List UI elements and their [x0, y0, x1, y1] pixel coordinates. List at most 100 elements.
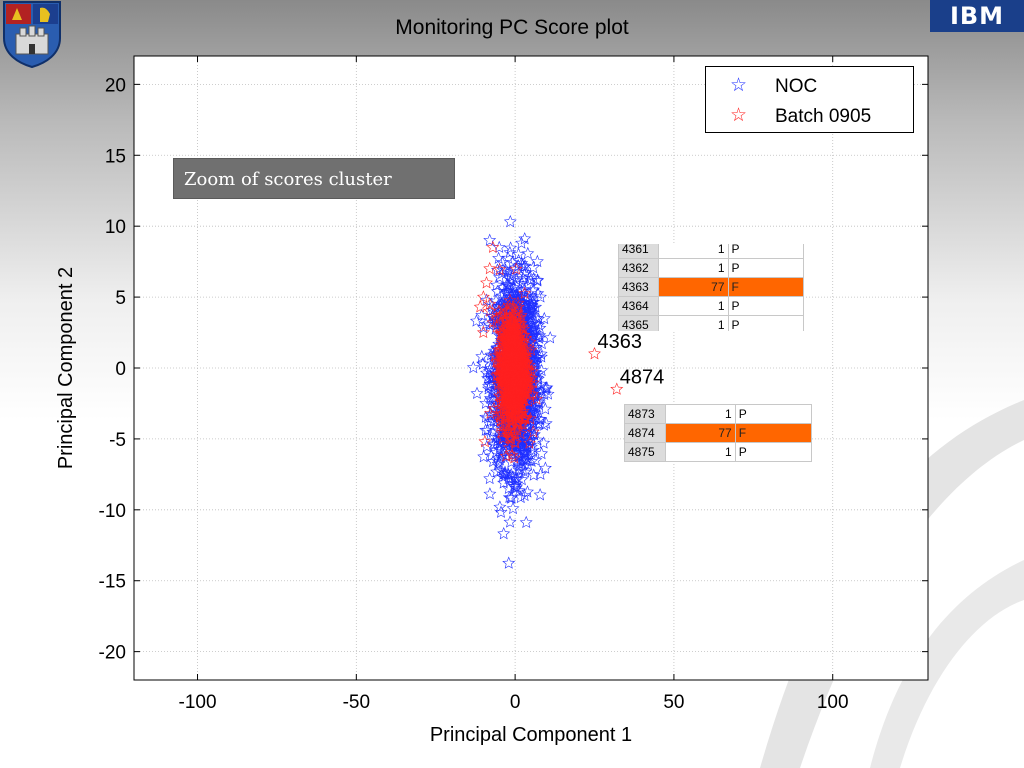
data-point — [476, 357, 490, 370]
data-point — [499, 329, 513, 342]
data-point — [470, 386, 484, 400]
data-point — [515, 258, 529, 272]
x-tick-label: 0 — [510, 692, 521, 713]
legend-star-icon: ☆ — [730, 75, 748, 96]
data-point — [499, 449, 513, 462]
data-point — [534, 290, 547, 303]
data-point — [514, 424, 528, 437]
table-cell-num: 1 — [658, 258, 729, 278]
table-cell-flag: P — [727, 258, 804, 278]
data-point — [493, 342, 507, 355]
data-point — [530, 274, 544, 287]
data-point — [524, 304, 538, 317]
data-point — [513, 352, 527, 365]
data-point — [487, 437, 501, 450]
data-point — [528, 406, 542, 420]
y-tick-label: -5 — [109, 430, 126, 451]
data-point — [503, 302, 517, 316]
data-point — [524, 303, 538, 317]
chart-title: Monitoring PC Score plot — [395, 16, 629, 39]
data-point — [497, 527, 511, 540]
table-cell-flag: P — [727, 296, 804, 316]
zoom-annotation: Zoom of scores cluster — [173, 158, 455, 199]
data-point — [476, 357, 490, 370]
data-point — [479, 396, 493, 409]
table-row: 4363 77 F — [618, 277, 804, 297]
data-point — [527, 468, 541, 481]
data-point — [490, 434, 504, 447]
data-point — [514, 316, 528, 330]
data-point — [466, 360, 480, 374]
data-point — [493, 263, 507, 276]
data-point — [517, 443, 531, 456]
data-point — [517, 302, 531, 315]
data-point — [502, 471, 515, 485]
data-point — [530, 433, 544, 446]
data-point — [506, 309, 520, 322]
data-point — [533, 377, 547, 390]
data-point — [534, 350, 548, 363]
data-point — [512, 247, 525, 260]
table-cell-flag: F — [727, 277, 804, 297]
data-point — [480, 439, 494, 453]
data-point — [525, 371, 538, 384]
data-point — [514, 439, 528, 452]
legend-label: NOC — [775, 76, 818, 97]
data-point — [516, 453, 530, 466]
data-point — [503, 366, 517, 379]
data-point — [498, 313, 512, 326]
legend-label: Batch 0905 — [775, 106, 872, 127]
data-point — [528, 401, 542, 415]
data-point — [518, 410, 532, 423]
data-point — [523, 412, 537, 425]
data-point — [494, 359, 508, 373]
data-point — [476, 290, 490, 303]
data-point — [504, 241, 518, 254]
data-point — [538, 461, 552, 474]
data-point — [504, 419, 518, 432]
data-point — [543, 331, 557, 344]
data-point — [504, 467, 518, 481]
table-row: 4874 77 F — [624, 423, 813, 443]
data-point — [501, 284, 514, 297]
data-point — [522, 436, 536, 449]
data-point — [511, 401, 525, 415]
spreadsheet-excerpt-top: 4361 1 P 4362 1 P 4363 77 F 4364 1 P 4365 1 P — [618, 244, 804, 331]
y-tick-label: 5 — [115, 288, 126, 309]
data-point — [505, 328, 519, 342]
data-point — [503, 293, 517, 306]
data-point — [539, 416, 553, 430]
data-point — [532, 395, 546, 409]
data-point — [502, 331, 516, 344]
data-point — [502, 371, 516, 385]
data-point — [512, 398, 526, 411]
data-point — [495, 412, 509, 426]
data-point — [588, 347, 601, 360]
table-cell-id: 4363 — [618, 277, 660, 297]
data-point — [525, 454, 539, 467]
data-point — [502, 299, 516, 312]
data-point — [492, 251, 506, 264]
table-cell-flag: F — [734, 423, 813, 443]
data-point — [499, 448, 513, 462]
data-point — [483, 297, 497, 310]
data-point — [496, 419, 510, 432]
data-point — [532, 417, 546, 430]
table-cell-num: 77 — [658, 277, 729, 297]
data-point — [506, 501, 520, 515]
x-tick-label: 100 — [817, 692, 849, 713]
data-point — [510, 378, 524, 391]
table-cell-id: 4365 — [618, 315, 660, 331]
legend-star-icon: ☆ — [730, 105, 748, 126]
data-point — [496, 280, 510, 294]
data-point — [529, 350, 543, 364]
data-point — [511, 296, 525, 309]
x-tick-label: -100 — [179, 692, 217, 713]
data-point — [518, 448, 532, 461]
data-point — [519, 426, 533, 439]
data-point — [531, 286, 545, 300]
data-point — [503, 269, 517, 282]
data-point — [479, 293, 493, 306]
data-point — [475, 308, 489, 321]
y-tick-label: 10 — [105, 217, 126, 238]
